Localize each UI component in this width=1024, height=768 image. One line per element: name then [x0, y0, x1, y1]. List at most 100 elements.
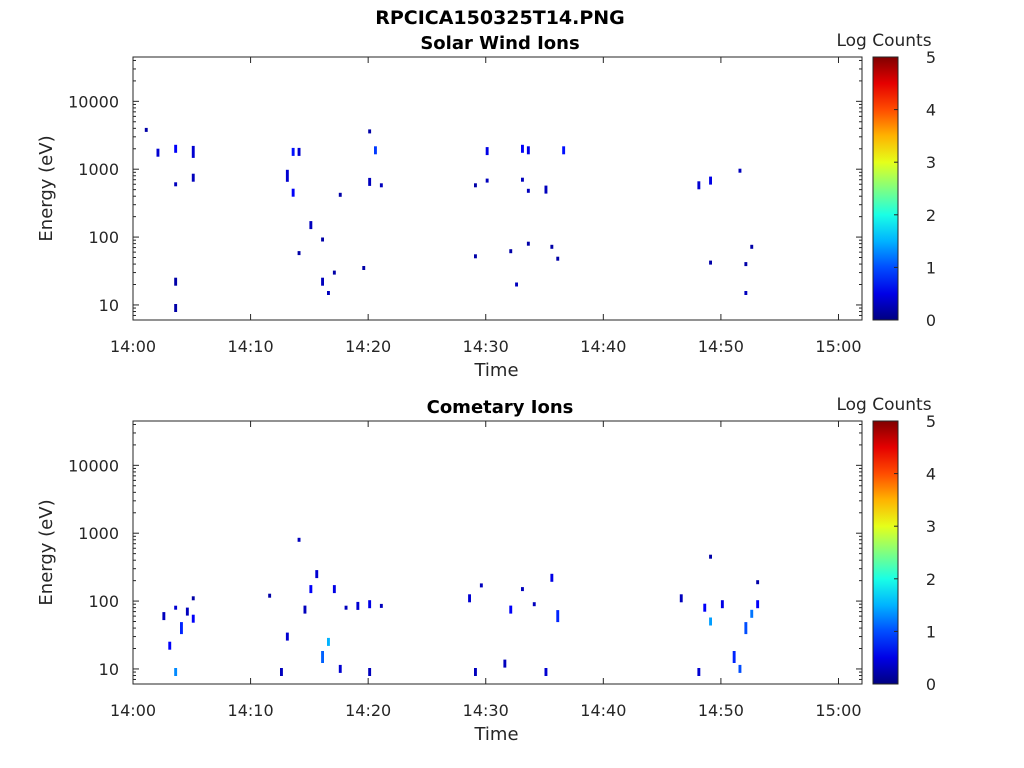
- x-tick-label: 15:00: [815, 337, 861, 356]
- data-cell: [297, 147, 301, 156]
- data-cell: [744, 622, 748, 635]
- data-cell: [144, 127, 148, 132]
- y-tick-label: 1000: [78, 160, 119, 179]
- x-tick-label: 14:10: [228, 701, 274, 720]
- data-cells: [144, 127, 754, 312]
- data-cell: [315, 570, 319, 579]
- colorbar: [872, 56, 899, 321]
- data-cell: [368, 129, 372, 134]
- data-cell: [550, 244, 554, 249]
- data-cell: [291, 147, 295, 156]
- data-cell: [744, 262, 748, 267]
- x-tick-label: 14:20: [345, 701, 391, 720]
- y-axis-label: Energy (eV): [36, 135, 57, 241]
- data-cell: [750, 244, 754, 249]
- axes-frame: [132, 420, 863, 685]
- x-tick-label: 14:20: [345, 337, 391, 356]
- data-cell: [697, 181, 701, 190]
- y-axis-label: Energy (eV): [36, 499, 57, 605]
- data-cell: [485, 147, 489, 156]
- data-cell: [327, 291, 330, 295]
- x-tick-label: 14:40: [580, 701, 626, 720]
- data-cell: [285, 632, 289, 641]
- data-cell: [526, 241, 530, 246]
- colorbar-label: Log Counts: [836, 395, 931, 415]
- data-cell: [191, 173, 195, 182]
- figure-title: RPCICA150325T14.PNG: [375, 7, 625, 29]
- data-cell: [544, 185, 548, 194]
- data-cell: [185, 607, 189, 616]
- data-cell: [679, 594, 683, 603]
- data-cells: [162, 537, 760, 676]
- data-cell: [174, 144, 178, 153]
- data-cell: [744, 291, 748, 295]
- data-cell: [544, 668, 548, 676]
- colorbar-tick-label: 3: [926, 153, 936, 172]
- x-tick-label: 14:40: [580, 337, 626, 356]
- data-cell: [338, 192, 342, 197]
- data-cell: [709, 617, 712, 626]
- data-cell: [285, 169, 289, 182]
- colorbar-tick-label: 4: [926, 101, 936, 120]
- colorbar: [872, 420, 899, 685]
- data-cell: [180, 622, 183, 635]
- colorbar-label: Log Counts: [836, 31, 931, 51]
- data-cell: [556, 256, 560, 261]
- data-cell: [368, 177, 372, 186]
- data-cell: [174, 304, 178, 312]
- data-cell: [379, 603, 383, 608]
- data-cell: [720, 600, 724, 609]
- x-tick-label: 14:10: [228, 337, 274, 356]
- data-cell: [709, 176, 712, 185]
- data-cell: [309, 221, 313, 230]
- data-cell: [756, 580, 760, 585]
- data-cell: [526, 188, 530, 193]
- data-cell: [468, 594, 471, 603]
- data-cell: [515, 282, 518, 287]
- data-cell: [732, 651, 736, 663]
- data-cell: [297, 251, 301, 256]
- data-cell: [321, 651, 324, 663]
- x-axis-label: Time: [473, 360, 518, 381]
- x-tick-label: 14:50: [698, 337, 744, 356]
- y-tick-label: 100: [88, 228, 119, 247]
- data-cell: [291, 188, 295, 197]
- data-cell: [280, 668, 283, 676]
- data-cell: [174, 605, 178, 610]
- data-cell: [327, 637, 330, 646]
- y-tick-label: 1000: [78, 524, 119, 543]
- data-cell: [738, 168, 742, 173]
- data-cell: [168, 641, 172, 650]
- x-axis-label: Time: [473, 724, 518, 745]
- data-cell: [338, 664, 342, 673]
- panel-title: Cometary Ions: [427, 397, 574, 418]
- data-cell: [362, 266, 366, 270]
- y-tick-label: 10: [99, 296, 119, 315]
- data-cell: [174, 668, 178, 676]
- data-cell: [268, 593, 272, 598]
- y-tick-label: 10: [99, 660, 119, 679]
- x-tick-label: 15:00: [815, 701, 861, 720]
- data-cell: [174, 182, 178, 187]
- data-cell: [191, 145, 195, 158]
- data-cell: [332, 585, 336, 594]
- solar-wind-ions-panel: Solar Wind Ions 14:00 14:10 14:20 14:30 14:40…: [36, 31, 936, 381]
- data-cell: [479, 583, 483, 588]
- data-cell: [532, 602, 536, 607]
- x-tick-label: 14:00: [110, 701, 156, 720]
- data-cell: [750, 609, 754, 618]
- colorbar-tick-label: 1: [926, 622, 936, 641]
- data-cell: [174, 277, 178, 286]
- y-tick-label: 100: [88, 592, 119, 611]
- colorbar-tick-label: 1: [926, 258, 936, 277]
- colorbar-tick-label: 2: [926, 206, 936, 225]
- x-tick-label: 14:30: [463, 701, 509, 720]
- data-cell: [738, 664, 742, 673]
- data-cell: [709, 260, 712, 265]
- data-cell: [697, 668, 701, 676]
- data-cell: [474, 183, 477, 188]
- data-cell: [356, 601, 360, 610]
- y-tick-label: 10000: [68, 456, 119, 475]
